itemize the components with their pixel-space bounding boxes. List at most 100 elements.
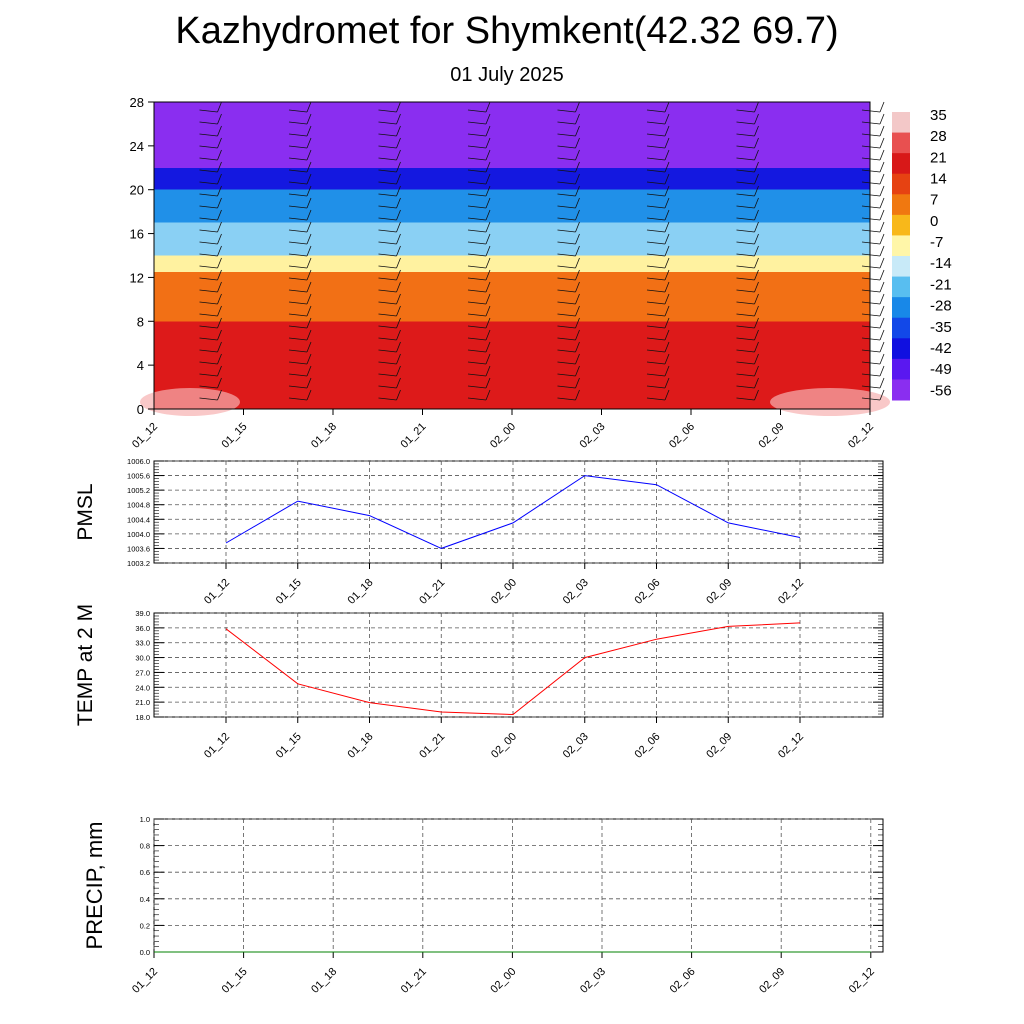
panel-frame bbox=[153, 612, 884, 718]
wind-barb bbox=[664, 113, 670, 125]
wind-barb bbox=[306, 257, 312, 269]
wind-barb bbox=[575, 317, 580, 329]
wind-barb bbox=[646, 313, 666, 317]
wind-barb bbox=[736, 217, 755, 221]
panel-x-tick-label: 01_18 bbox=[346, 731, 376, 761]
wind-barb bbox=[288, 241, 308, 245]
wind-barb bbox=[861, 169, 881, 173]
wind-barb bbox=[646, 277, 666, 281]
wind-barb bbox=[288, 133, 308, 137]
panel-x-tick-label: 02_12 bbox=[776, 577, 806, 607]
wind-barb bbox=[646, 241, 666, 245]
wind-barb bbox=[736, 289, 755, 293]
wind-barb bbox=[396, 209, 401, 221]
heatmap-x-tick-label: 01_18 bbox=[309, 421, 339, 451]
wind-barb bbox=[861, 325, 881, 329]
wind-barb bbox=[467, 277, 487, 281]
panel-y-tick-label: 0.6 bbox=[140, 868, 150, 877]
wind-barb bbox=[754, 137, 759, 149]
heatmap-y-tick-label: 12 bbox=[130, 270, 144, 285]
wind-barb bbox=[288, 265, 308, 269]
wind-barb bbox=[396, 137, 401, 149]
wind-barb bbox=[664, 305, 670, 317]
wind-barb bbox=[467, 205, 487, 209]
chart-subtitle: 01 July 2025 bbox=[450, 64, 564, 86]
wind-barb bbox=[575, 161, 580, 173]
wind-barb bbox=[217, 305, 222, 317]
wind-barb bbox=[664, 377, 670, 389]
wind-barb bbox=[217, 101, 222, 113]
wind-barb bbox=[575, 221, 580, 233]
wind-barb bbox=[199, 397, 218, 401]
panel-frame bbox=[153, 460, 884, 564]
wind-barb bbox=[485, 113, 491, 125]
wind-barb bbox=[664, 293, 670, 305]
wind-barb bbox=[736, 325, 755, 329]
wind-barb bbox=[575, 125, 580, 137]
wind-barb bbox=[879, 281, 885, 293]
panel-frame bbox=[153, 818, 884, 953]
heatmap-x-tick-label: 02_03 bbox=[578, 421, 608, 451]
panel-x-tick-label: 02_00 bbox=[489, 577, 519, 607]
panel-y-tick-label: 36.0 bbox=[135, 624, 150, 633]
wind-barb bbox=[467, 145, 487, 149]
heatmap-y-tick-label: 8 bbox=[137, 314, 144, 329]
wind-barb bbox=[396, 317, 401, 329]
wind-barb bbox=[861, 385, 881, 389]
wind-barb bbox=[288, 109, 308, 113]
wind-barb bbox=[396, 125, 401, 137]
wind-barb bbox=[288, 313, 308, 317]
wind-barb bbox=[306, 377, 312, 389]
wind-barb bbox=[646, 181, 666, 185]
wind-barb bbox=[199, 205, 218, 209]
wind-barb bbox=[736, 349, 755, 353]
wind-barb bbox=[879, 365, 885, 377]
wind-barb bbox=[879, 269, 885, 281]
wind-barb bbox=[664, 365, 670, 377]
wind-barb bbox=[288, 337, 308, 341]
wind-barb bbox=[557, 253, 576, 257]
wind-barb bbox=[879, 185, 885, 197]
wind-barb bbox=[378, 169, 397, 173]
wind-barb bbox=[217, 317, 222, 329]
wind-barb bbox=[485, 269, 491, 281]
wind-barb bbox=[306, 305, 312, 317]
wind-barb bbox=[736, 313, 755, 317]
colorbar-label: 7 bbox=[930, 192, 938, 209]
colorbar-segment bbox=[892, 153, 910, 175]
wind-barb bbox=[754, 341, 759, 353]
wind-barb bbox=[575, 257, 580, 269]
wind-barb bbox=[467, 289, 487, 293]
panel-y-tick-label: 0.0 bbox=[140, 948, 150, 957]
wind-barb bbox=[575, 185, 580, 197]
panel-y-tick-label: 0.2 bbox=[140, 921, 150, 930]
series-line bbox=[225, 622, 801, 716]
colorbar-label: -21 bbox=[930, 276, 952, 293]
panel-y-tick-label: 1004.8 bbox=[127, 501, 150, 510]
wind-barb bbox=[485, 149, 491, 161]
wind-barb bbox=[754, 101, 759, 113]
wind-barb bbox=[575, 209, 580, 221]
wind-barb bbox=[485, 281, 491, 293]
wind-barb bbox=[646, 157, 666, 161]
wind-barb bbox=[754, 317, 759, 329]
wind-barb bbox=[199, 193, 218, 197]
panel-x-tick-label: 02_03 bbox=[561, 577, 591, 607]
wind-barb bbox=[467, 301, 487, 305]
colorbar-label: -49 bbox=[930, 361, 952, 378]
wind-barb bbox=[861, 109, 881, 113]
wind-barb bbox=[664, 257, 670, 269]
wind-barb bbox=[861, 373, 881, 377]
wind-barb bbox=[736, 241, 755, 245]
wind-barb bbox=[485, 353, 491, 365]
panel-x-tick-label: 02_09 bbox=[704, 577, 734, 607]
wind-barb bbox=[378, 253, 397, 257]
wind-barb bbox=[396, 149, 401, 161]
wind-barb bbox=[736, 397, 755, 401]
panel-x-tick-label: 01_12 bbox=[202, 577, 232, 607]
wind-barb bbox=[396, 113, 401, 125]
panel-x-tick-label: 01_21 bbox=[399, 966, 429, 996]
wind-barb bbox=[396, 161, 401, 173]
heatmap-warm-patch bbox=[140, 388, 240, 416]
colorbar-label: 21 bbox=[930, 149, 947, 166]
